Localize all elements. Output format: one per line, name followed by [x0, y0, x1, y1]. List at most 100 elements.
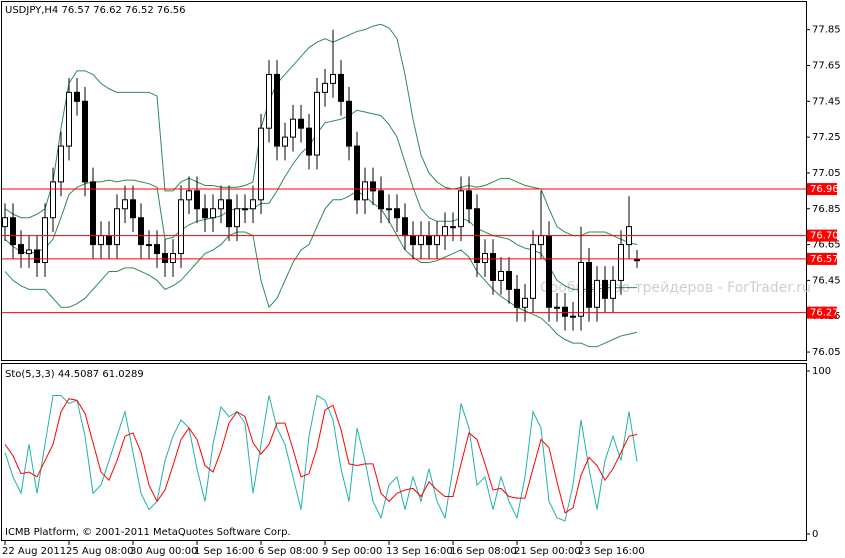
- y-tick-label: 76.85: [812, 204, 841, 215]
- candle-body: [194, 190, 200, 210]
- x-tick-label: 30 Aug 00:00: [130, 546, 197, 557]
- candle-body: [610, 279, 616, 299]
- candle-body: [498, 270, 504, 281]
- candle-body: [578, 261, 584, 317]
- candle-body: [458, 190, 464, 228]
- candle-body: [162, 253, 168, 263]
- candle-body: [234, 208, 240, 228]
- candle-body: [538, 235, 544, 246]
- x-tick-label: 25 Aug 08:00: [66, 546, 133, 557]
- y-tick-label: 77.45: [812, 96, 841, 107]
- y-tick-label: 76.65: [812, 240, 841, 251]
- candle-body: [594, 279, 600, 308]
- chart-title: USDJPY,H4 76.57 76.62 76.52 76.56: [5, 5, 186, 16]
- candle-body: [466, 190, 472, 210]
- x-tick-label: 16 Sep 08:00: [450, 546, 517, 557]
- x-tick-label: 23 Sep 16:00: [578, 546, 645, 557]
- chart-title: Sto(5,3,3) 44.5087 61.0289: [5, 369, 144, 380]
- candle-body: [50, 181, 56, 219]
- x-tick-label: 6 Sep 08:00: [258, 546, 318, 557]
- level-label-box: [807, 252, 837, 265]
- y-tick-label: 77.05: [812, 168, 841, 179]
- candle-body: [562, 306, 568, 317]
- candle-body: [42, 217, 48, 263]
- candle-body: [186, 190, 192, 201]
- y-tick-label: 77.65: [812, 60, 841, 71]
- candle-body: [202, 208, 208, 219]
- candle-body: [330, 73, 336, 84]
- candle-body: [618, 244, 624, 281]
- y-tick-label: 77.85: [812, 25, 841, 36]
- candle-body: [274, 73, 280, 147]
- candle-body: [530, 244, 536, 299]
- band-line: [4, 190, 638, 348]
- candle-body: [210, 208, 216, 219]
- candle-body: [426, 235, 432, 246]
- candle-body: [130, 199, 136, 219]
- copyright: ICMB Platform, © 2001-2011 MetaQuotes So…: [5, 527, 291, 538]
- candle-body: [178, 199, 184, 255]
- x-tick-label: 21 Sep 00:00: [514, 546, 581, 557]
- candle-body: [26, 249, 32, 255]
- level-label: 76.70: [810, 231, 839, 242]
- y-tick-label: 100: [812, 366, 831, 377]
- candle-body: [298, 118, 304, 129]
- candle-body: [98, 235, 104, 246]
- y-tick-label: 0: [812, 529, 818, 540]
- candle-body: [170, 253, 176, 263]
- candle-body: [346, 100, 352, 147]
- candle-body: [314, 91, 320, 156]
- candle-body: [10, 217, 16, 246]
- x-tick-label: 13 Sep 16:00: [386, 546, 453, 557]
- candle-body: [410, 235, 416, 246]
- candle-body: [386, 208, 392, 211]
- candle-body: [602, 279, 608, 299]
- candle-body: [258, 127, 264, 201]
- candle-body: [90, 181, 96, 246]
- level-label-box: [807, 183, 837, 196]
- y-tick-label: 76.05: [812, 347, 841, 358]
- candle-body: [34, 249, 40, 263]
- candle-body: [242, 208, 248, 211]
- level-label: 76.57: [810, 254, 839, 265]
- candle-body: [2, 217, 8, 228]
- candle-body: [122, 199, 128, 210]
- candle-body: [66, 91, 72, 147]
- main-panel: [1, 1, 807, 361]
- candle-body: [442, 226, 448, 237]
- candle-body: [402, 217, 408, 237]
- candle-body: [546, 235, 552, 308]
- x-tick-label: 22 Aug 2011: [2, 546, 66, 557]
- candle-body: [138, 217, 144, 246]
- candle-body: [394, 208, 400, 219]
- candle-body: [218, 199, 224, 210]
- candle-body: [282, 136, 288, 147]
- candle-body: [18, 244, 24, 255]
- x-tick-label: 9 Sep 00:00: [322, 546, 382, 557]
- candle-body: [522, 297, 528, 308]
- candle-body: [266, 73, 272, 129]
- stochastic-line: [4, 398, 638, 514]
- candle-body: [450, 226, 456, 229]
- candle-body: [482, 253, 488, 263]
- level-label-box: [807, 306, 837, 319]
- y-tick-label: 76.45: [812, 275, 841, 286]
- candle-body: [434, 235, 440, 246]
- candle-body: [586, 261, 592, 308]
- candle-body: [362, 181, 368, 201]
- candle-body: [338, 73, 344, 102]
- candle-body: [354, 145, 360, 201]
- candle-body: [306, 127, 312, 156]
- candle-body: [74, 91, 80, 102]
- candle-body: [250, 199, 256, 210]
- level-label-box: [807, 229, 837, 242]
- level-label: 76.27: [810, 308, 839, 319]
- candle-body: [226, 199, 232, 228]
- candle-body: [290, 118, 296, 138]
- x-tick-label: 1 Sep 16:00: [194, 546, 254, 557]
- band-line: [4, 23, 638, 246]
- candle-body: [570, 315, 576, 318]
- candle-body: [82, 100, 88, 183]
- candle-body: [114, 208, 120, 246]
